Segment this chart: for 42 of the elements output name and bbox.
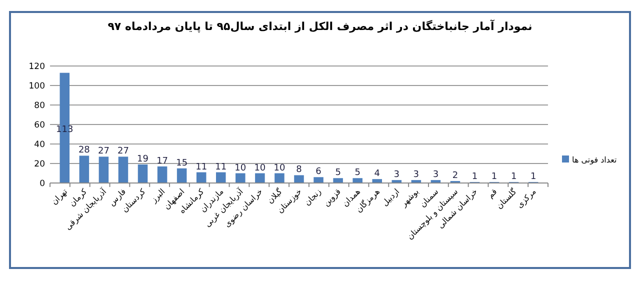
data-label: 3 — [394, 170, 400, 180]
data-label: 1 — [510, 172, 517, 182]
data-label: 1 — [472, 172, 478, 182]
data-label: 10 — [234, 163, 246, 174]
y-tick-label: 40 — [34, 140, 45, 150]
data-label: 15 — [176, 158, 188, 168]
y-tick-label: 20 — [34, 160, 45, 170]
y-tick-label: 60 — [34, 120, 45, 130]
y-tick-label: 100 — [28, 82, 45, 92]
x-tick-label: زنجان — [302, 186, 324, 208]
data-label: 10 — [254, 163, 266, 174]
data-label: 1 — [491, 172, 498, 182]
data-label: 5 — [354, 168, 360, 178]
x-tick-label: اردبیل — [380, 187, 402, 208]
y-tick-label: 0 — [40, 179, 45, 189]
chart-title: نمودار آمار جانباختگان در اثر مصرف الکل از ابتدای سال۹۵ تا پایان مردادماه ۹۷ — [108, 19, 532, 33]
x-tick-label: تهران — [50, 187, 70, 206]
data-label: 2 — [452, 171, 458, 182]
legend-label: تعداد فوتی ها — [572, 156, 617, 164]
data-label: 11 — [215, 162, 227, 172]
data-label: 6 — [316, 167, 322, 178]
x-tick-label: قم — [486, 186, 499, 200]
data-label: 27 — [98, 146, 110, 157]
data-label: 3 — [432, 170, 439, 180]
data-label: 5 — [335, 168, 341, 178]
data-label: 11 — [196, 162, 208, 172]
data-label: 10 — [274, 163, 286, 174]
data-label: 19 — [137, 154, 149, 164]
data-label: 27 — [118, 146, 129, 157]
x-tick-label: بوشهر — [398, 187, 421, 210]
data-label: 8 — [296, 165, 302, 176]
x-tick-label: قزوین — [322, 186, 343, 208]
y-tick-label: 80 — [34, 101, 45, 111]
x-tick-label: البرز — [148, 187, 167, 205]
y-tick-label: 120 — [28, 62, 45, 72]
data-label: 1 — [530, 172, 536, 182]
data-label: 17 — [156, 156, 168, 166]
data-label: 3 — [413, 170, 420, 180]
x-tick-label: گیلان — [264, 186, 284, 206]
data-label: 28 — [78, 146, 90, 156]
data-label: 4 — [374, 169, 380, 180]
x-tick-label: مرکزی — [515, 187, 538, 210]
